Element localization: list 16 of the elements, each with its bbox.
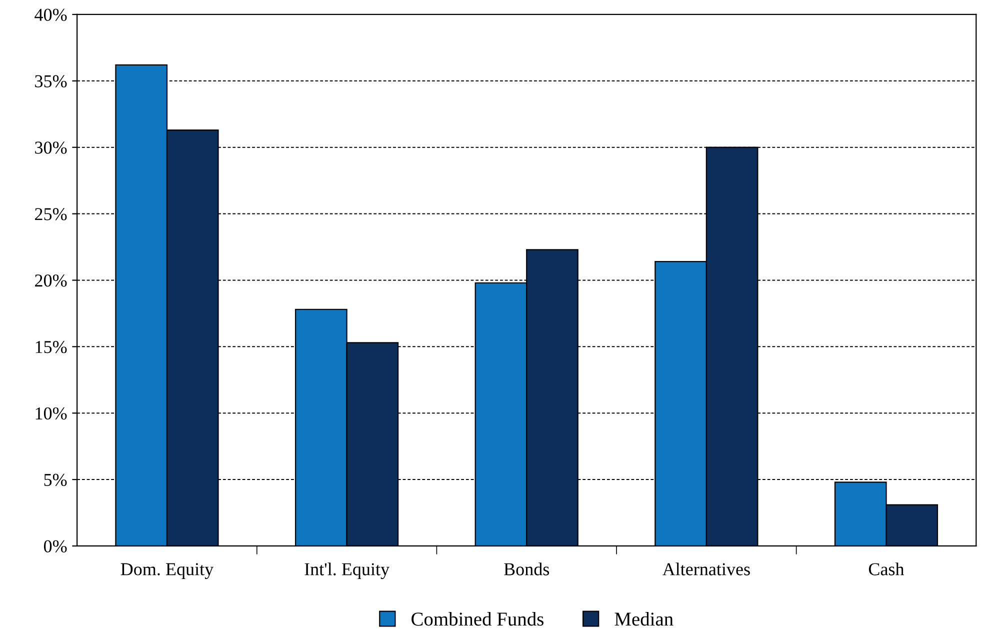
y-tick-label: 30% bbox=[35, 142, 67, 154]
x-tick-label: Int'l. Equity bbox=[304, 562, 390, 580]
y-tick-label: 20% bbox=[35, 274, 67, 287]
x-tick-label: Dom. Equity bbox=[120, 563, 214, 580]
x-tick-label: Alternatives bbox=[662, 562, 750, 576]
y-tick-label: 5% bbox=[44, 474, 67, 486]
y-tick-label: 15% bbox=[36, 340, 67, 354]
y-tick-label: 0% bbox=[44, 540, 67, 552]
y-tick-label: 25% bbox=[35, 208, 67, 220]
legend-label: Combined Funds bbox=[412, 612, 544, 626]
x-tick-label: Bonds bbox=[504, 562, 550, 576]
y-tick-label: 35% bbox=[35, 75, 67, 88]
y-tick-label: 40% bbox=[34, 8, 67, 21]
x-tick-label: Cash bbox=[868, 562, 904, 576]
y-tick-label: 10% bbox=[36, 407, 67, 420]
legend-label: Median bbox=[614, 612, 674, 626]
